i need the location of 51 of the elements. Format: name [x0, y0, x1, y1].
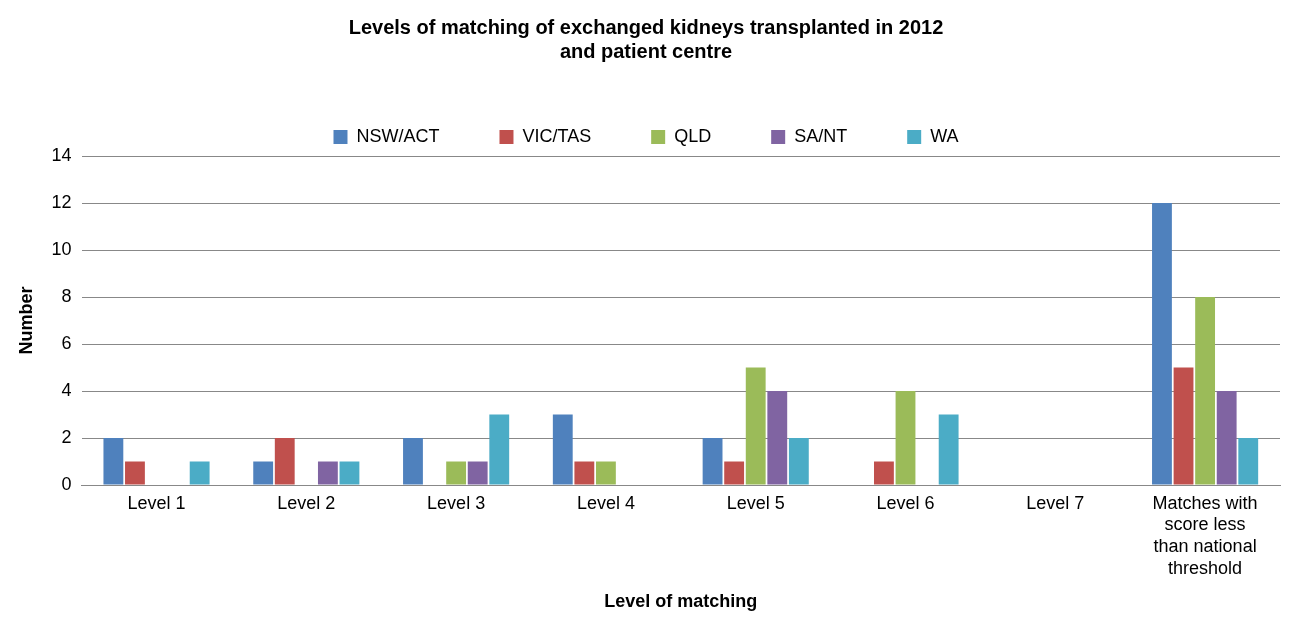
bar	[702, 438, 723, 485]
x-tick-label: Level 5	[726, 492, 785, 513]
bar	[189, 461, 210, 485]
y-tick-label: 14	[51, 144, 72, 165]
x-tick-label: Level 4	[576, 492, 635, 513]
legend-label: WA	[930, 125, 959, 146]
y-tick-label: 0	[61, 473, 72, 494]
y-tick-label: 12	[51, 191, 72, 212]
legend-label: NSW/ACT	[356, 125, 440, 146]
bar	[1195, 297, 1216, 485]
bar	[339, 461, 360, 485]
bar	[446, 461, 467, 485]
bar	[595, 461, 616, 485]
bar	[467, 461, 488, 485]
bar	[489, 414, 510, 485]
y-tick-label: 8	[61, 285, 72, 306]
y-axis-title: Number	[15, 286, 36, 355]
bar	[895, 391, 916, 485]
bar	[938, 414, 959, 485]
x-tick-label: Level 6	[876, 492, 935, 513]
bar	[767, 391, 788, 485]
bar	[253, 461, 274, 485]
bar	[788, 438, 809, 485]
y-tick-label: 4	[61, 379, 72, 400]
bar	[125, 461, 145, 485]
bar	[1238, 438, 1259, 485]
bar	[574, 461, 595, 485]
x-tick-label: Level 7	[1026, 492, 1085, 513]
x-tick-label: Level 3	[427, 492, 486, 513]
legend-label: QLD	[674, 125, 712, 146]
bar	[745, 367, 766, 485]
y-tick-label: 2	[61, 426, 72, 447]
legend-label: VIC/TAS	[522, 125, 592, 146]
bar	[1216, 391, 1237, 485]
y-tick-label: 10	[51, 238, 72, 259]
chart-title: Levels of matching of exchanged kidneys transplanted in 2012 and patient centre	[348, 15, 944, 62]
bar	[724, 461, 745, 485]
legend-label: SA/NT	[794, 125, 848, 146]
y-tick-label: 6	[61, 332, 72, 353]
bar	[317, 461, 338, 485]
x-tick-label: Level 2	[277, 492, 336, 513]
bar	[552, 414, 573, 485]
x-tick-label: Matches with score less than national threshold	[1152, 492, 1258, 578]
bar	[1173, 367, 1194, 485]
bar	[403, 438, 423, 485]
bar	[1152, 203, 1172, 485]
x-axis-title: Level of matching	[604, 591, 758, 612]
x-tick-label: Level 1	[127, 492, 186, 513]
bar	[874, 461, 894, 485]
bar	[274, 438, 295, 485]
bar	[103, 438, 124, 485]
